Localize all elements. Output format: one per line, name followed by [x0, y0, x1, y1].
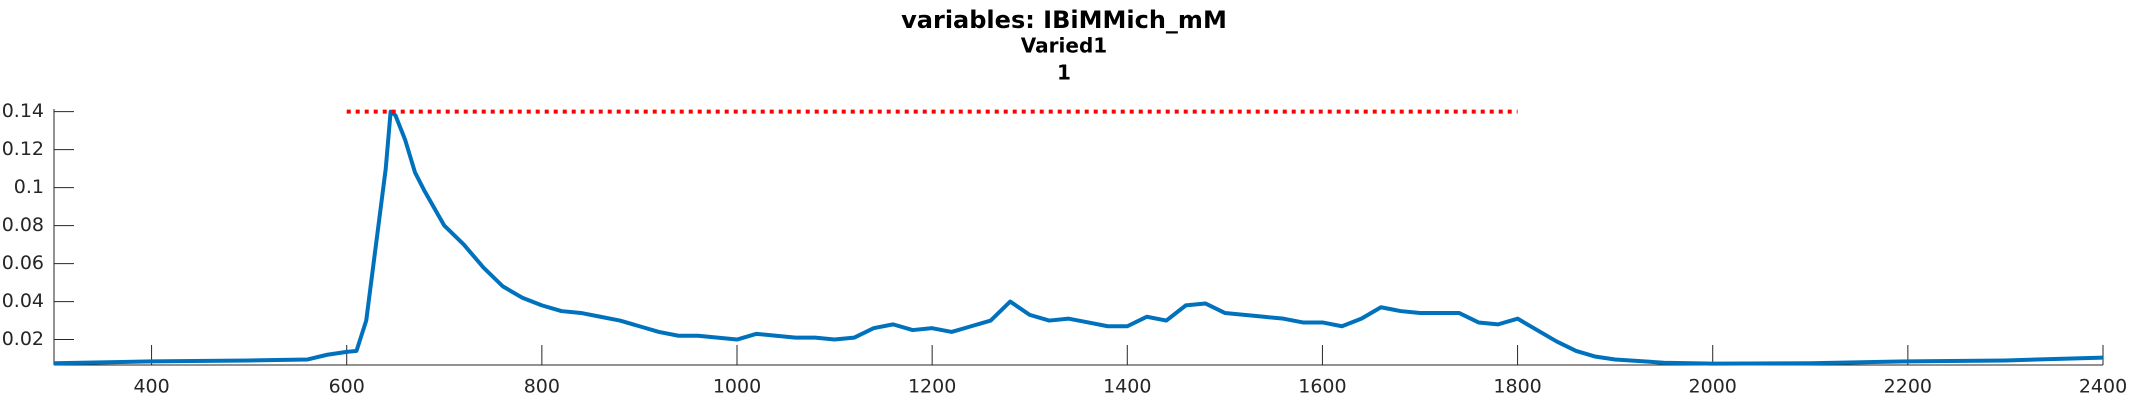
x-tick-label: 1800 [1493, 376, 1541, 398]
y-tick-label: 0.14 [2, 100, 44, 122]
y-tick-label: 0.02 [2, 328, 44, 350]
chart-title: variables: IBiMMich_mM [901, 6, 1227, 34]
y-tick-label: 0.1 [14, 176, 44, 198]
x-tick-label: 800 [524, 376, 560, 398]
x-tick-label: 2400 [2079, 376, 2127, 398]
x-tick-label: 1000 [713, 376, 761, 398]
chart-subtitle: Varied1 [1021, 34, 1107, 58]
x-tick-label: 1600 [1298, 376, 1346, 398]
x-tick-label: 2200 [1884, 376, 1932, 398]
y-tick-label: 0.04 [2, 290, 44, 312]
y-tick-label: 0.12 [2, 138, 44, 160]
chart-subtitle: 1 [1057, 61, 1071, 85]
y-tick-label: 0.08 [2, 214, 44, 236]
x-tick-label: 1200 [908, 376, 956, 398]
x-tick-label: 2000 [1689, 376, 1737, 398]
x-tick-label: 400 [133, 376, 169, 398]
x-tick-label: 1400 [1103, 376, 1151, 398]
y-tick-label: 0.06 [2, 252, 44, 274]
data-line [53, 109, 2104, 366]
x-tick-label: 600 [329, 376, 365, 398]
